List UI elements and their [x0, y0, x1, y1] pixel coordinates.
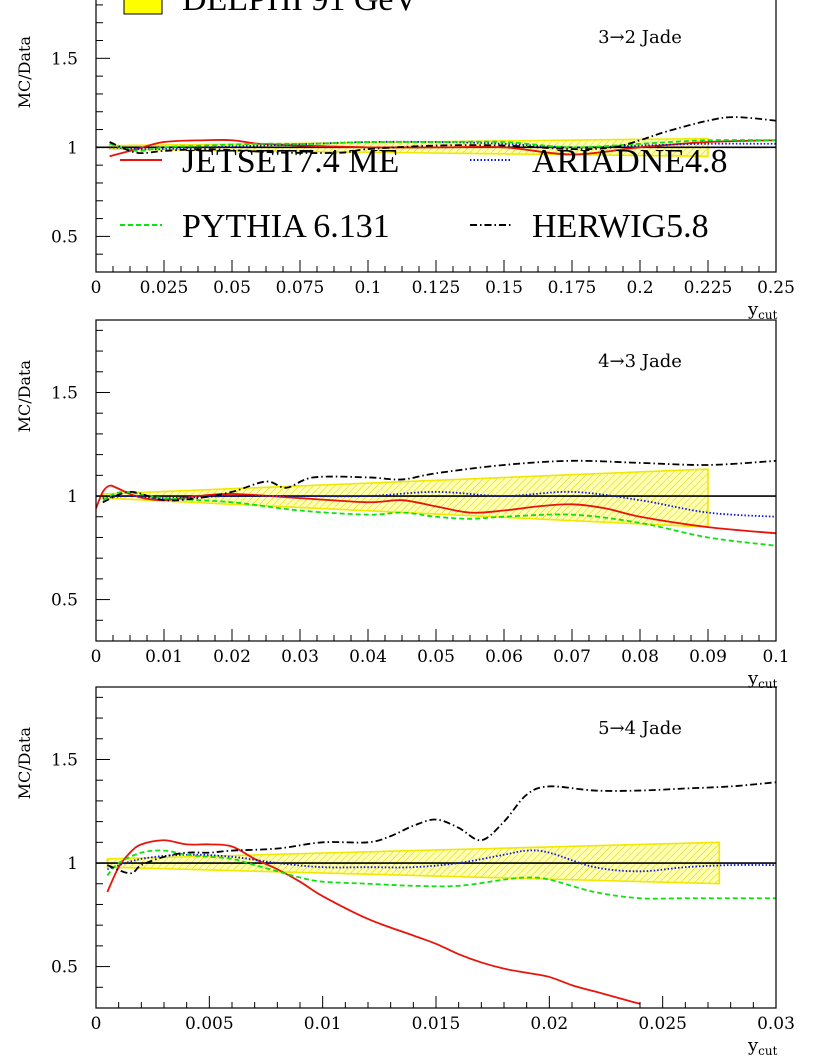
- series-line: [109, 139, 776, 152]
- x-tick-label: 0.025: [140, 278, 189, 298]
- legend-label: HERWIG5.8: [532, 208, 709, 245]
- y-axis-label: MC/Data: [15, 727, 34, 800]
- x-tick-label: 0.06: [485, 647, 523, 667]
- x-tick-label: 0: [91, 647, 102, 667]
- series-line: [102, 490, 776, 547]
- x-tick-label: 0.04: [349, 647, 387, 667]
- x-tick-label: 0.225: [684, 278, 733, 298]
- series-line: [109, 138, 776, 158]
- y-tick-label: 0.5: [51, 958, 78, 978]
- x-tick-label: 0.075: [276, 278, 325, 298]
- x-tick-label: 0.175: [548, 278, 597, 298]
- legend-label: JETSET7.4 ME: [182, 143, 399, 180]
- y-tick-label: 1.5: [51, 750, 78, 770]
- y-tick-label: 0.5: [51, 591, 78, 611]
- series-line: [96, 484, 776, 535]
- legend: DELPHI 91 GeV JETSET7.4 ME ARIADNE4.8 PYTHI…: [120, 0, 727, 245]
- x-tick-label: 0.1: [762, 647, 789, 667]
- legend-label: PYTHIA 6.131: [182, 208, 390, 245]
- series-line: [106, 849, 776, 900]
- y-tick-label: 1: [67, 487, 78, 507]
- y-tick-label: 1: [67, 854, 78, 874]
- x-tick-label: 0.05: [417, 647, 455, 667]
- panel-1: 0 0.025 0.05 0.075 0.1 0.125 0.15 0.175 0.2 0.225…: [15, 0, 795, 322]
- series-line: [102, 490, 776, 518]
- legend-band-label: DELPHI 91 GeV: [182, 0, 419, 18]
- y-tick-label: 1: [67, 138, 78, 158]
- x-tick-label: 0.2: [626, 278, 653, 298]
- x-axis-label: ycut: [747, 299, 778, 322]
- legend-label: ARIADNE4.8: [532, 143, 727, 180]
- x-tick-label: 0.01: [304, 1014, 342, 1034]
- y-tick-label: 0.5: [51, 227, 78, 247]
- x-tick-label: 0.08: [621, 647, 659, 667]
- x-tick-label: 0: [91, 278, 102, 298]
- panel-title: 4→3 Jade: [598, 351, 682, 372]
- x-tick-label: 0.02: [213, 647, 251, 667]
- series-line: [109, 116, 776, 155]
- x-tick-label: 0.125: [412, 278, 461, 298]
- x-tick-label: 0.09: [689, 647, 727, 667]
- x-tick-label: 0.15: [485, 278, 523, 298]
- series-line: [102, 459, 776, 504]
- y-axis-label: MC/Data: [15, 36, 34, 109]
- panel-2: 0 0.01 0.02 0.03 0.04 0.05 0.06 0.07 0.08 0.09 0.1…: [15, 319, 790, 691]
- x-tick-label: 0.03: [281, 647, 319, 667]
- x-axis-label: ycut: [747, 1035, 778, 1058]
- x-tick-label: 0.07: [553, 647, 591, 667]
- series-line: [106, 781, 776, 875]
- x-tick-label: 0.015: [412, 1014, 461, 1034]
- series-line: [106, 839, 641, 1005]
- panel-title: 5→4 Jade: [598, 718, 682, 739]
- y-axis-label: MC/Data: [15, 360, 34, 433]
- series-line: [109, 140, 776, 151]
- x-tick-label: 0.03: [757, 1014, 795, 1034]
- panel-title: 3→2 Jade: [598, 27, 682, 48]
- legend-band-swatch: [123, 0, 163, 15]
- x-tick-label: 0: [91, 1014, 102, 1034]
- x-tick-label: 0.02: [530, 1014, 568, 1034]
- x-tick-label: 0.005: [185, 1014, 234, 1034]
- x-tick-label: 0.05: [213, 278, 251, 298]
- x-tick-label: 0.1: [354, 278, 381, 298]
- x-tick-label: 0.025: [638, 1014, 687, 1034]
- x-tick-label: 0.25: [757, 278, 795, 298]
- y-tick-label: 1.5: [51, 49, 78, 69]
- x-tick-label: 0.01: [145, 647, 183, 667]
- y-tick-label: 1.5: [51, 383, 78, 403]
- series-line: [107, 849, 776, 873]
